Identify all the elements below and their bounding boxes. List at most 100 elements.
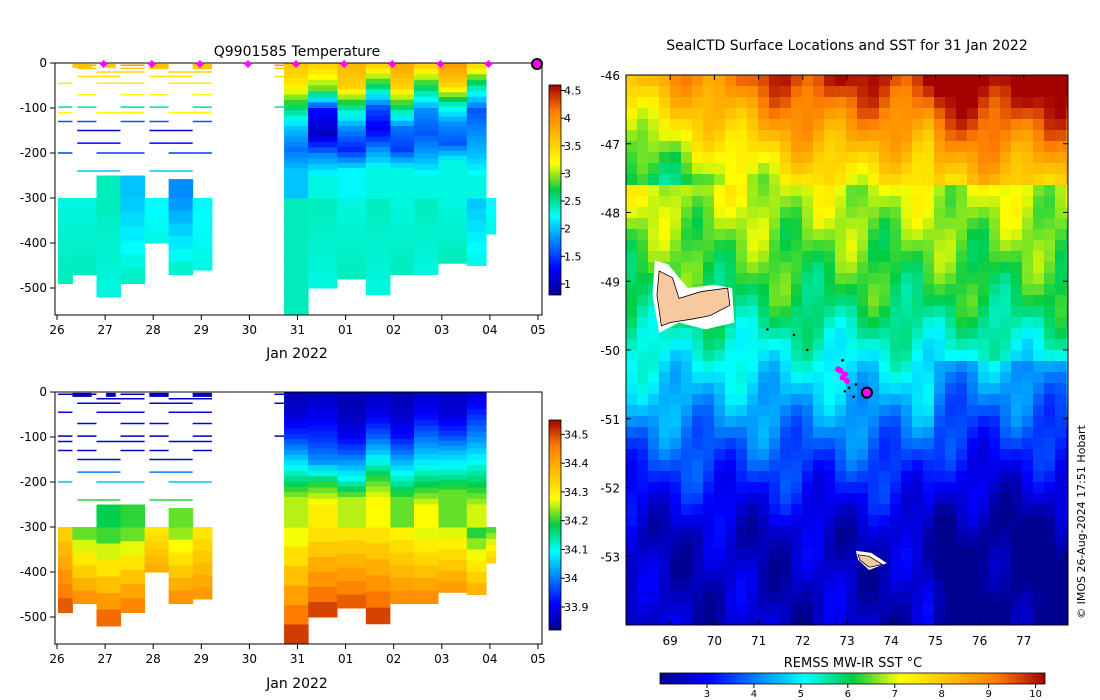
sst-cell: [1066, 394, 1068, 406]
sst-cell: [967, 141, 979, 153]
sst-cell: [802, 97, 814, 109]
sst-cell: [923, 108, 935, 120]
profile-segment: [365, 73, 391, 80]
sst-cell: [967, 251, 979, 263]
sst-cell: [868, 163, 880, 175]
sst-cell: [1044, 482, 1056, 494]
sst-cell: [692, 493, 704, 505]
sst-cell: [780, 405, 792, 417]
sst-cell: [912, 394, 924, 406]
sst-cell: [725, 471, 737, 483]
sst-cell: [769, 251, 781, 263]
profile-segment: [336, 178, 367, 185]
sst-cell: [967, 471, 979, 483]
sst-cell: [901, 493, 913, 505]
sst-cell: [1033, 174, 1045, 186]
sst-cell: [813, 240, 825, 252]
sst-cell: [912, 537, 924, 549]
profile-segment: [437, 155, 468, 162]
sst-cell: [846, 471, 858, 483]
sst-cell: [758, 427, 770, 439]
sst-cell: [736, 174, 748, 186]
sst-cell: [879, 515, 891, 527]
sst-cell: [967, 229, 979, 241]
sst-cell: [846, 328, 858, 340]
profile-segment: [437, 537, 468, 550]
sst-cell: [681, 394, 693, 406]
sst-cell: [868, 350, 880, 362]
sst-cell: [1066, 570, 1068, 582]
sst-cell: [1000, 592, 1012, 604]
sst-cell: [637, 471, 649, 483]
sst-cell: [725, 152, 737, 164]
sst-cell: [923, 526, 935, 538]
profile-segment: [365, 512, 391, 519]
sst-cell: [835, 449, 847, 461]
sst-cell: [791, 141, 803, 153]
profile-segment: [284, 89, 309, 96]
sst-cell: [857, 207, 869, 219]
sst-cell: [956, 152, 968, 164]
sst-cell: [890, 86, 902, 98]
sst-cell: [1066, 493, 1068, 505]
profile-segment: [466, 198, 487, 210]
sst-cell: [714, 328, 726, 340]
sst-cell: [879, 130, 891, 142]
sst-cell: [1044, 614, 1056, 625]
sst-cell: [956, 570, 968, 582]
profile-segment: [389, 183, 415, 190]
sst-cell: [857, 603, 869, 615]
sst-cell: [670, 493, 682, 505]
sst-cell: [945, 581, 957, 593]
sst-cell: [967, 262, 979, 274]
sst-cell: [824, 185, 836, 197]
sst-cell: [1022, 592, 1034, 604]
sst-cell: [813, 339, 825, 351]
profile-segment: [284, 402, 309, 409]
temperature-colorbar-ticks: 11.522.533.544.5: [561, 85, 582, 291]
sst-cell: [868, 548, 880, 560]
sst-cell: [1044, 416, 1056, 428]
sst-cell: [835, 493, 847, 505]
sst-cell: [923, 482, 935, 494]
sst-cell: [901, 240, 913, 252]
sst-cell: [769, 163, 781, 175]
sst-cell: [813, 471, 825, 483]
sst-cell: [890, 141, 902, 153]
surface-location: [843, 389, 847, 393]
sst-cell: [626, 163, 638, 175]
sst-cell: [967, 317, 979, 329]
sst-cell: [758, 284, 770, 296]
sst-cell: [769, 372, 781, 384]
profile-segment: [365, 136, 391, 143]
sst-cell: [681, 218, 693, 230]
profile-segment: [437, 121, 468, 127]
profile-segment: [284, 217, 309, 238]
sst-cell: [846, 317, 858, 329]
sst-cell: [626, 570, 638, 582]
sst-cell: [659, 97, 671, 109]
sst-cell: [1066, 592, 1068, 604]
sst-cell: [692, 482, 704, 494]
sst-cell: [780, 196, 792, 208]
sst-cell: [703, 526, 715, 538]
sst-cell: [758, 174, 770, 186]
sst-cell: [659, 581, 671, 593]
profile-segment: [336, 413, 367, 419]
profile-segment: [365, 444, 391, 451]
sst-cell: [868, 614, 880, 625]
sst-cell: [1000, 405, 1012, 417]
profile-marker: [340, 60, 349, 68]
sst-cell: [923, 86, 935, 98]
sst-cell: [824, 108, 836, 120]
profile-segment: [466, 476, 487, 483]
sst-cell: [956, 504, 968, 516]
sst-cell: [681, 614, 693, 625]
sst-cell: [945, 75, 957, 87]
sst-cell: [1011, 515, 1023, 527]
sst-cell: [901, 361, 913, 373]
profile-segment: [308, 504, 338, 511]
sst-cell: [780, 427, 792, 439]
profile-segment: [466, 79, 487, 87]
sst-cell: [978, 614, 990, 625]
